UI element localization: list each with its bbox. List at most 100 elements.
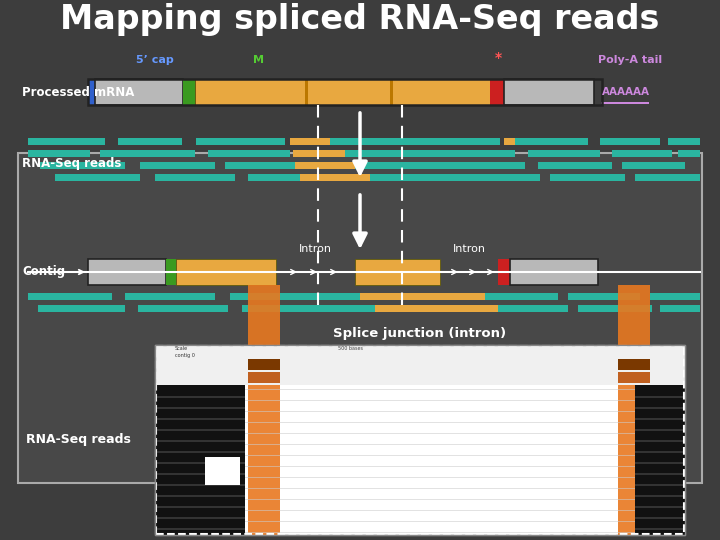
Text: 5’ cap: 5’ cap (136, 55, 174, 65)
Text: contig 0: contig 0 (175, 353, 195, 357)
Bar (225, 162, 295, 169)
Bar (40, 162, 125, 169)
Bar (140, 162, 215, 169)
Bar (176, 259, 276, 285)
Bar (635, 451, 685, 453)
Bar (293, 150, 340, 157)
Text: Mapping spliced RNA-Seq reads: Mapping spliced RNA-Seq reads (60, 3, 660, 36)
Bar (515, 138, 588, 145)
Bar (622, 162, 685, 169)
Bar (28, 150, 90, 157)
Text: Intron: Intron (299, 244, 331, 254)
Bar (38, 305, 125, 312)
Bar (155, 495, 245, 497)
Bar (230, 293, 360, 300)
Bar (678, 150, 700, 157)
Bar (635, 517, 685, 519)
Bar (578, 305, 652, 312)
Bar (635, 385, 685, 535)
Bar (635, 473, 685, 475)
Bar (155, 407, 245, 409)
Bar (155, 429, 245, 431)
Bar (538, 162, 612, 169)
Text: Poly-A tail: Poly-A tail (598, 55, 662, 65)
Bar (340, 150, 515, 157)
Bar (95, 79, 183, 105)
Bar (600, 138, 660, 145)
Bar (300, 174, 365, 181)
Bar (568, 293, 640, 300)
Bar (635, 429, 685, 431)
Text: AAAAAA: AAAAAA (602, 87, 650, 97)
Bar (125, 293, 215, 300)
Bar (668, 138, 700, 145)
Bar (330, 138, 500, 145)
Bar (318, 162, 355, 169)
Text: M: M (253, 55, 264, 65)
Bar (635, 440, 685, 442)
Bar (375, 293, 485, 300)
Bar (100, 150, 195, 157)
Bar (118, 138, 182, 145)
Bar (156, 346, 684, 534)
Bar (635, 506, 685, 508)
Bar (290, 138, 325, 145)
Bar (498, 259, 510, 285)
Bar (155, 484, 245, 486)
Bar (635, 484, 685, 486)
Bar (155, 473, 245, 475)
Bar (550, 174, 625, 181)
Bar (650, 293, 700, 300)
Bar (635, 418, 685, 420)
Bar (320, 150, 345, 157)
Bar (635, 396, 685, 398)
Bar (208, 150, 290, 157)
Text: Intron: Intron (452, 244, 485, 254)
Text: Scale: Scale (175, 346, 188, 350)
Bar (388, 305, 498, 312)
Bar (618, 359, 650, 370)
Text: Contig: Contig (22, 266, 65, 279)
Text: Processed mRNA: Processed mRNA (22, 85, 135, 98)
Bar (155, 385, 245, 535)
Bar (601, 102, 649, 104)
Bar (155, 451, 245, 453)
Bar (355, 259, 440, 285)
Bar (248, 359, 280, 370)
Bar (88, 259, 166, 285)
Bar (635, 174, 700, 181)
Bar (166, 259, 176, 285)
Bar (510, 259, 598, 285)
Text: RNA-Seq reads: RNA-Seq reads (26, 434, 130, 447)
Bar (375, 305, 492, 312)
Bar (360, 293, 480, 300)
Bar (155, 517, 245, 519)
Text: Splice junction (intron): Splice junction (intron) (333, 327, 507, 340)
Bar (205, 457, 240, 485)
Bar (612, 150, 672, 157)
Bar (155, 174, 235, 181)
Bar (310, 162, 320, 169)
Bar (155, 345, 685, 385)
Bar (635, 495, 685, 497)
Bar (155, 345, 685, 535)
Bar (248, 372, 280, 383)
Bar (155, 440, 245, 442)
Bar (490, 79, 504, 105)
Bar (350, 162, 525, 169)
Text: *: * (495, 51, 502, 65)
Bar (88, 79, 602, 105)
Bar (635, 528, 685, 530)
Bar (155, 528, 245, 530)
Bar (365, 174, 540, 181)
Bar (390, 79, 393, 105)
Bar (55, 174, 140, 181)
Bar (155, 396, 245, 398)
Bar (155, 506, 245, 508)
Bar (635, 462, 685, 464)
Bar (88, 79, 95, 105)
Bar (195, 79, 490, 105)
Bar (504, 138, 515, 145)
Bar (320, 174, 370, 181)
Bar (196, 138, 285, 145)
